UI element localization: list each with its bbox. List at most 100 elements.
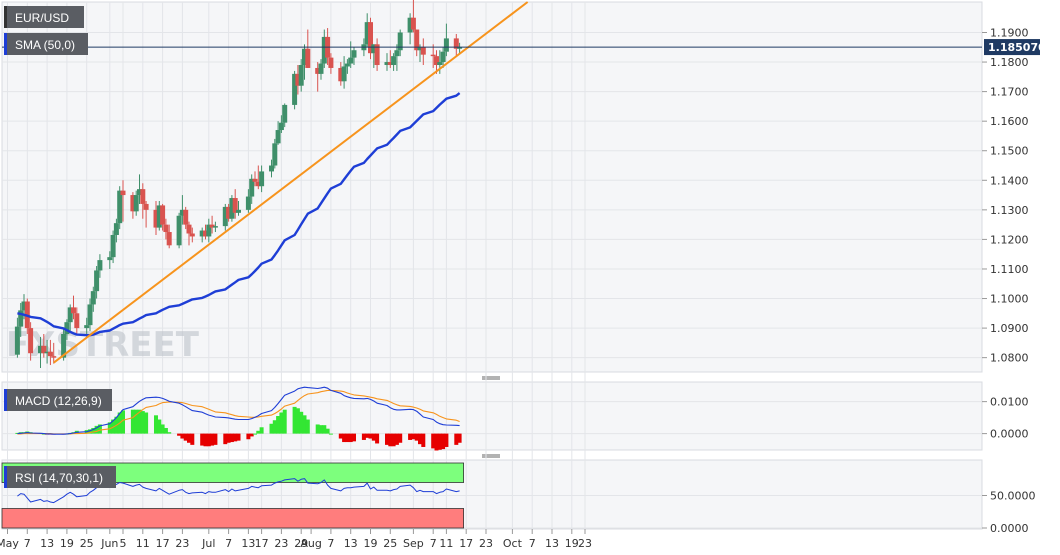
candle-body: [199, 230, 205, 237]
rsi-label-box[interactable]: RSI (14,70,30,1): [4, 466, 116, 488]
candle-body: [133, 195, 139, 212]
candle-body: [176, 215, 182, 246]
candle-body: [41, 345, 47, 354]
rsi-y-tick-label: 0.0000: [990, 522, 1029, 535]
candle: [113, 218, 119, 243]
x-tick-label: 13: [241, 537, 255, 550]
macd-histogram-bar: [167, 432, 172, 434]
candle-body: [278, 122, 284, 131]
x-tick-label: 7: [225, 537, 232, 550]
candle-body: [87, 304, 93, 326]
x-tick-label: 13: [545, 537, 559, 550]
macd-pane: [1, 381, 983, 451]
macd-histogram-bar: [342, 433, 347, 443]
candle-body: [397, 32, 403, 51]
candle-body: [64, 322, 70, 335]
macd-histogram-bar: [140, 411, 145, 434]
candle-body: [21, 301, 27, 311]
candle: [90, 286, 96, 312]
candle-body: [364, 22, 370, 45]
macd-histogram-bar: [249, 433, 254, 437]
candle: [199, 227, 205, 243]
candle: [229, 195, 235, 222]
macd-histogram-bar: [454, 433, 459, 445]
candle: [189, 227, 195, 243]
x-tick-label: 7: [529, 537, 536, 550]
candle-body: [71, 307, 76, 314]
candle: [255, 165, 261, 190]
candle: [295, 65, 301, 95]
candle: [272, 138, 278, 169]
candle: [179, 195, 185, 225]
candle-body: [368, 22, 373, 54]
macd-histogram-bar: [226, 433, 231, 443]
candle-body: [407, 17, 413, 33]
macd-label-box[interactable]: MACD (12,26,9): [4, 389, 112, 411]
macd-histogram-bar: [137, 409, 142, 434]
price-y-tick-label: 1.1600: [990, 115, 1029, 128]
candle-body: [338, 67, 344, 82]
candle-body: [189, 233, 195, 237]
macd-histogram-bar: [144, 412, 149, 434]
price-pane: [1, 1, 983, 373]
x-tick-label: Jul: [201, 537, 215, 550]
sma-label: SMA (50,0): [15, 38, 75, 52]
macd-histogram-bar: [154, 415, 158, 434]
candle: [51, 342, 57, 364]
candle-body: [67, 307, 73, 323]
candle-body: [344, 63, 350, 67]
rsi-line: [17, 478, 460, 504]
price-y-tick-label: 1.1300: [990, 204, 1029, 217]
macd-histogram-bar: [338, 433, 343, 439]
candle-body: [298, 65, 304, 86]
macd-histogram-bar: [177, 433, 182, 436]
x-tick-label: 23: [175, 537, 189, 550]
macd-histogram-bar: [434, 433, 439, 451]
macd-histogram-bar: [325, 428, 330, 434]
macd-histogram-bar: [160, 424, 165, 434]
macd-histogram-bar: [441, 433, 446, 450]
candle: [315, 62, 321, 92]
candle-body: [295, 73, 301, 86]
price-y-tick-label: 1.1800: [990, 56, 1029, 69]
x-tick-label: 17: [156, 537, 170, 550]
candle: [453, 33, 459, 57]
candle: [344, 59, 350, 74]
macd-histogram-bar: [437, 433, 442, 450]
macd-histogram-bar: [210, 433, 215, 446]
price-y-tick-label: 1.1400: [990, 174, 1029, 187]
candle: [209, 215, 215, 234]
symbol-label-box[interactable]: EUR/USD: [4, 6, 84, 28]
candle: [275, 121, 281, 145]
macd-histogram-bar: [391, 433, 396, 447]
x-tick-label: 13: [40, 537, 54, 550]
macd-histogram-bar: [253, 433, 257, 435]
x-tick-label: May: [0, 537, 19, 550]
candle: [371, 44, 377, 68]
candle: [28, 322, 34, 361]
candle: [71, 295, 76, 320]
candle: [166, 224, 172, 249]
macd-histogram-bar: [361, 433, 366, 440]
candle: [305, 29, 311, 68]
candle-body: [434, 56, 439, 66]
macd-histogram-bar: [163, 427, 168, 434]
trendline[interactable]: [53, 1, 529, 364]
candle-body: [348, 57, 354, 64]
macd-histogram-bar: [444, 433, 449, 447]
candle: [156, 200, 162, 231]
candle-body: [163, 224, 169, 233]
candle-body: [315, 67, 321, 74]
macd-histogram-bar: [91, 427, 96, 434]
candle: [368, 17, 373, 60]
x-tick-label: 17: [255, 537, 269, 550]
macd-pane-resize-handle[interactable]: [482, 376, 500, 380]
candle-body: [44, 351, 50, 354]
candle-body: [437, 62, 443, 66]
candle: [278, 115, 284, 133]
candle: [160, 203, 166, 231]
candle-body: [179, 209, 185, 216]
sma-label-box[interactable]: SMA (50,0): [4, 33, 88, 55]
rsi-pane-resize-handle[interactable]: [482, 454, 500, 458]
candle-body: [94, 270, 100, 292]
